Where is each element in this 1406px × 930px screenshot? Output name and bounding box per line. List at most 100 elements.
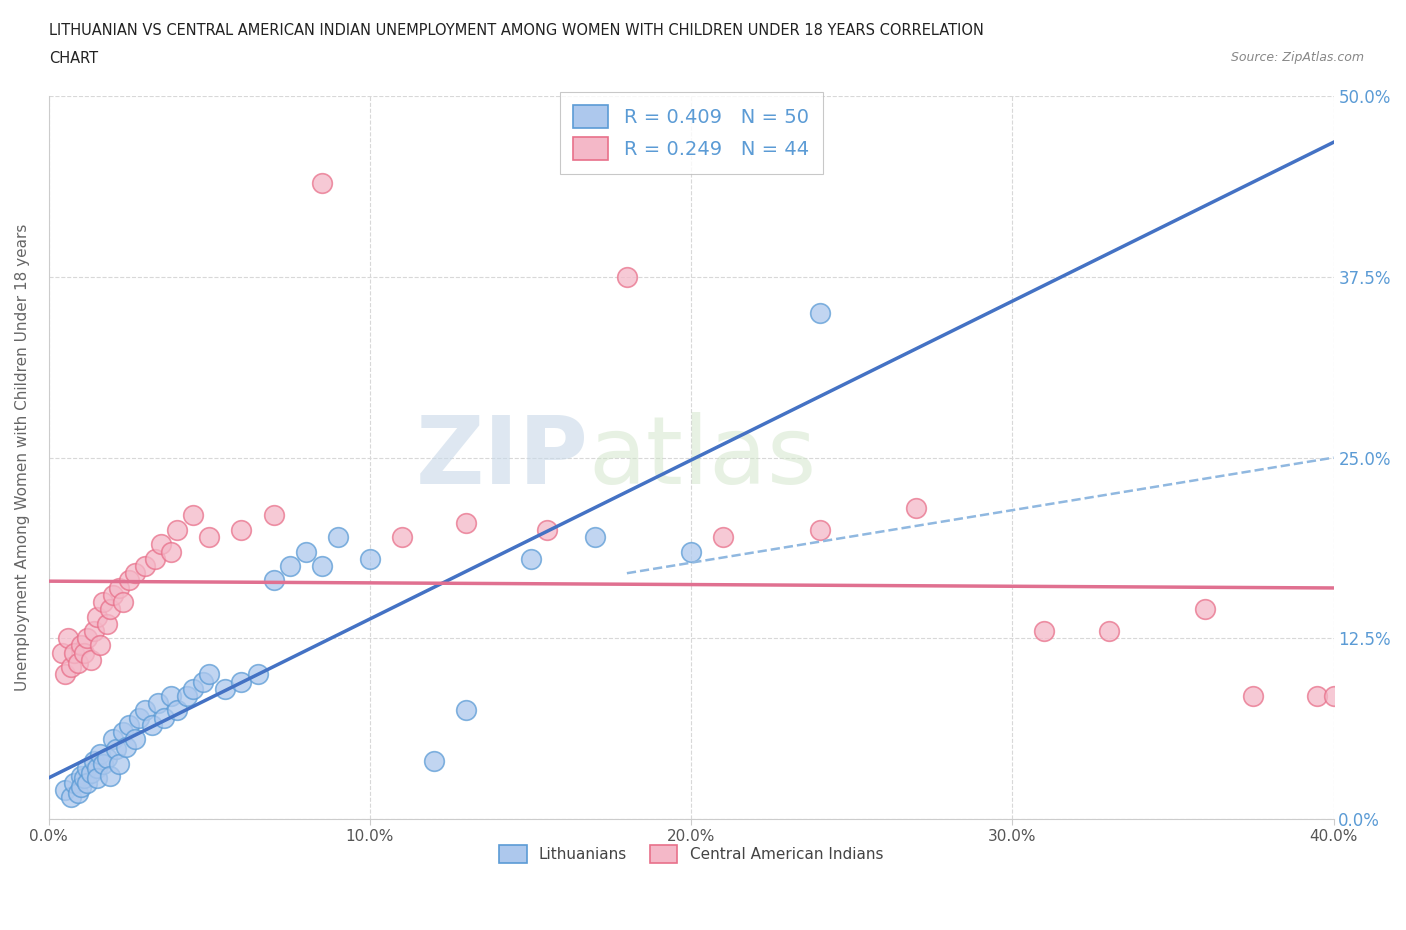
Y-axis label: Unemployment Among Women with Children Under 18 years: Unemployment Among Women with Children U… (15, 224, 30, 691)
Point (60, 790, 83, 804)
Point (166, 703, 188, 718)
Point (73, 771, 96, 786)
Point (63, 776, 86, 790)
Point (263, 508, 285, 523)
Point (311, 559, 333, 574)
Point (101, 588, 124, 603)
Point (1194, 602, 1216, 617)
Point (98, 602, 121, 617)
Point (73, 645, 96, 660)
Point (76, 776, 98, 790)
Point (124, 565, 146, 580)
Point (198, 667, 221, 682)
Point (66, 786, 89, 801)
Point (166, 523, 188, 538)
Point (63, 645, 86, 660)
Point (89, 747, 111, 762)
Legend: Lithuanians, Central American Indians: Lithuanians, Central American Indians (494, 839, 890, 869)
Point (159, 688, 181, 703)
Text: ZIP: ZIP (416, 412, 588, 504)
Point (96, 617, 118, 631)
Point (391, 530, 413, 545)
Point (76, 761, 98, 776)
Point (108, 580, 131, 595)
Point (904, 500, 927, 515)
Point (153, 711, 176, 725)
Point (143, 551, 166, 566)
Point (808, 523, 831, 538)
Point (231, 523, 253, 538)
Point (83, 624, 105, 639)
Point (1306, 688, 1329, 703)
Point (141, 717, 163, 732)
Point (134, 703, 156, 718)
Point (1098, 624, 1121, 639)
Point (53, 782, 76, 797)
Point (536, 523, 558, 538)
Point (231, 674, 253, 689)
Point (214, 682, 236, 697)
Point (246, 667, 269, 682)
Point (108, 756, 131, 771)
Point (101, 732, 124, 747)
Point (159, 544, 181, 559)
Point (76, 631, 98, 645)
Text: LITHUANIAN VS CENTRAL AMERICAN INDIAN UNEMPLOYMENT AMONG WOMEN WITH CHILDREN UND: LITHUANIAN VS CENTRAL AMERICAN INDIAN UN… (49, 23, 984, 38)
Point (93, 594, 115, 609)
Point (1322, 688, 1344, 703)
Point (86, 609, 108, 624)
Point (93, 756, 115, 771)
Point (128, 711, 150, 725)
Point (86, 771, 108, 786)
Point (711, 530, 734, 545)
Point (105, 742, 128, 757)
Point (66, 656, 89, 671)
Point (359, 551, 381, 566)
Point (79, 765, 101, 780)
Point (326, 530, 349, 545)
Point (176, 688, 198, 703)
Point (79, 653, 101, 668)
Point (70, 768, 93, 783)
Point (83, 753, 105, 768)
Point (51, 645, 73, 660)
Point (681, 544, 703, 559)
Point (294, 544, 316, 559)
Point (150, 537, 173, 551)
Point (134, 559, 156, 574)
Point (56, 631, 79, 645)
Point (98, 768, 121, 783)
Point (198, 530, 221, 545)
Point (124, 732, 146, 747)
Point (118, 573, 141, 588)
Text: Source: ZipAtlas.com: Source: ZipAtlas.com (1230, 51, 1364, 64)
Point (311, 176, 333, 191)
Point (111, 724, 134, 739)
Text: CHART: CHART (49, 51, 98, 66)
Point (53, 667, 76, 682)
Point (89, 638, 111, 653)
Point (616, 270, 638, 285)
Point (181, 682, 204, 697)
Point (583, 530, 606, 545)
Point (263, 573, 285, 588)
Point (181, 508, 204, 523)
Point (1241, 688, 1264, 703)
Point (118, 717, 141, 732)
Point (70, 638, 93, 653)
Point (60, 659, 83, 674)
Point (111, 594, 134, 609)
Point (146, 696, 169, 711)
Point (278, 559, 301, 574)
Text: atlas: atlas (588, 412, 817, 504)
Point (114, 739, 136, 754)
Point (86, 761, 108, 776)
Point (456, 703, 478, 718)
Point (1033, 624, 1056, 639)
Point (191, 674, 214, 689)
Point (808, 306, 831, 321)
Point (456, 515, 478, 530)
Point (70, 779, 93, 794)
Point (519, 551, 541, 566)
Point (96, 751, 118, 765)
